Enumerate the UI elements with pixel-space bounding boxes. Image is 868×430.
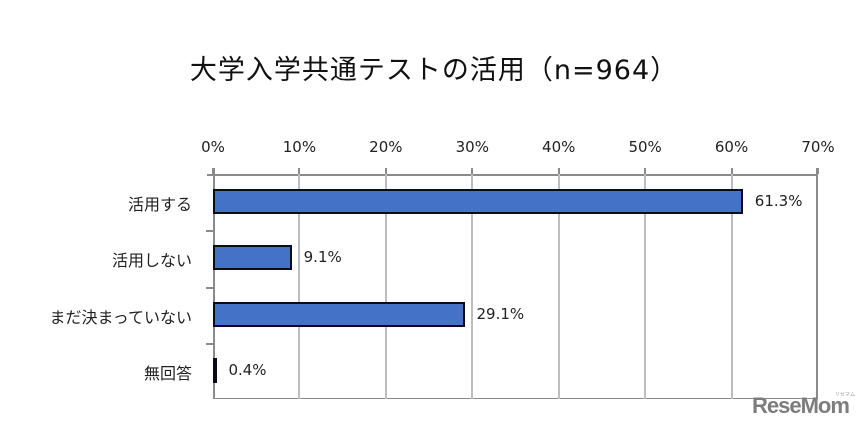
- x-tick: [817, 168, 819, 174]
- bar: [213, 301, 465, 327]
- data-label: 61.3%: [754, 192, 803, 211]
- x-tick-label: 70%: [801, 138, 835, 156]
- bar: [213, 357, 217, 383]
- gridline: [298, 174, 301, 399]
- x-tick-label: 10%: [282, 138, 317, 156]
- x-tick-label: 20%: [369, 138, 403, 156]
- plot-right-gridline: [816, 168, 818, 399]
- category-label: まだ決まっていない: [49, 307, 192, 327]
- x-tick: [212, 168, 214, 174]
- x-tick: [384, 168, 387, 174]
- x-tick: [557, 168, 560, 174]
- x-tick-label: 0%: [201, 138, 225, 156]
- x-tick-label: 50%: [628, 138, 662, 156]
- x-tick: [298, 168, 301, 174]
- x-tick: [471, 168, 474, 174]
- x-tick-label: 40%: [542, 138, 576, 156]
- x-axis-line: [207, 174, 818, 176]
- bar: [213, 245, 292, 271]
- data-label: 0.4%: [228, 360, 267, 379]
- gridline: [644, 174, 647, 399]
- x-tick: [644, 168, 647, 174]
- plot-bottom-border: [213, 398, 818, 399]
- y-tick: [206, 286, 213, 289]
- gridline: [471, 174, 474, 399]
- category-label: 無回答: [143, 363, 192, 383]
- resemom-logo: ReseMom: [752, 393, 850, 418]
- y-tick: [206, 230, 213, 233]
- y-tick: [206, 342, 213, 345]
- bar: [213, 189, 743, 215]
- x-tick-label: 60%: [714, 138, 749, 156]
- x-tick-label: 30%: [455, 138, 489, 156]
- data-label: 29.1%: [476, 304, 525, 323]
- data-label: 9.1%: [303, 248, 342, 267]
- gridline: [557, 174, 560, 399]
- category-label: 活用する: [127, 195, 192, 215]
- resemom-logo-kana: リセマム: [835, 392, 856, 398]
- chart-title: 大学入学共通テストの活用（n=964）: [189, 55, 679, 86]
- gridline: [384, 174, 387, 399]
- category-label: 活用しない: [111, 251, 192, 271]
- y-axis-line: [213, 168, 215, 399]
- gridline: [730, 174, 733, 399]
- x-tick: [730, 168, 733, 174]
- plot-area: 61.3% 9.1% 29.1% 0.4%: [206, 168, 819, 399]
